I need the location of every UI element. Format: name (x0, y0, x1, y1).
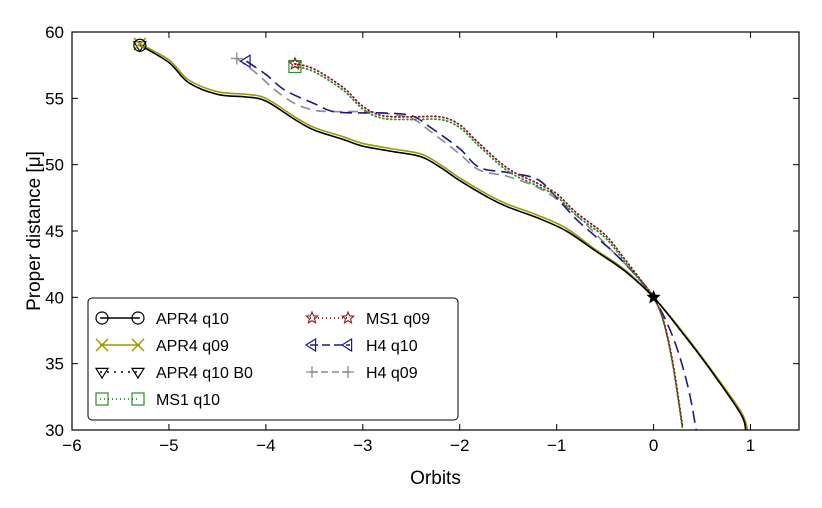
legend-marker (340, 337, 353, 353)
x-tick-label: −3 (353, 436, 372, 455)
legend-entry: APR4 q10 (95, 311, 229, 328)
legend-entry: H4 q10 (304, 337, 418, 355)
common-point-marker (646, 289, 661, 304)
legend-marker (130, 367, 146, 380)
y-tick-label: 40 (45, 288, 64, 307)
y-tick-label: 55 (45, 89, 64, 108)
legend-label: H4 q10 (366, 338, 418, 355)
legend-marker (304, 337, 317, 353)
y-tick-label: 50 (45, 156, 64, 175)
y-tick-label: 30 (45, 421, 64, 440)
legend-marker (131, 338, 145, 352)
y-tick-label: 45 (45, 222, 64, 241)
legend-label: APR4 q10 B0 (156, 365, 253, 382)
legend-entry: MS1 q10 (95, 392, 220, 409)
legend-marker (340, 310, 356, 325)
series-line-h4-q09 (236, 57, 655, 298)
y-axis-label: Proper distance [μ] (24, 151, 45, 311)
x-tick-label: −1 (547, 436, 566, 455)
legend-marker (131, 311, 145, 325)
legend-entry: APR4 q10 B0 (94, 365, 253, 382)
legend-entry: MS1 q09 (304, 310, 430, 328)
y-tick-label: 60 (45, 23, 64, 42)
legend-marker (342, 366, 354, 378)
series-start-marker (133, 37, 147, 51)
legend-entry: APR4 q09 (95, 338, 229, 355)
legend-marker (306, 366, 318, 378)
series-start-marker (133, 38, 147, 52)
x-tick-label: −5 (159, 436, 178, 455)
tick-layer: −6 −5 −4 −3 −2 −1 0 1 30 35 40 45 50 55 60 (45, 23, 799, 455)
legend-marker (94, 367, 110, 380)
legend-marker (95, 392, 109, 406)
legend-label: MS1 q10 (156, 392, 220, 409)
series-start-marker (239, 54, 251, 69)
legend-marker (95, 311, 109, 325)
series-start-marker (287, 56, 303, 70)
legend: APR4 q10 APR4 q09 APR4 q10 B0 MS1 q10 MS1 q0… (87, 297, 459, 421)
legend-marker (95, 338, 109, 352)
legend-box (87, 297, 459, 421)
legend-marker (131, 392, 145, 406)
legend-label: MS1 q09 (366, 311, 430, 328)
legend-label: APR4 q10 (156, 311, 229, 328)
x-tick-label: −4 (256, 436, 275, 455)
x-tick-label: 1 (746, 436, 755, 455)
x-tick-label: 0 (649, 436, 658, 455)
marker-layer (132, 37, 661, 304)
legend-marker (304, 310, 320, 325)
legend-label: H4 q09 (366, 365, 418, 382)
y-tick-label: 35 (45, 355, 64, 374)
series-start-marker (288, 59, 302, 74)
x-axis-label: Orbits (410, 468, 461, 489)
legend-label: APR4 q09 (156, 338, 229, 355)
legend-entry: H4 q09 (306, 365, 418, 382)
x-tick-label: −6 (62, 436, 81, 455)
series-start-marker (230, 52, 243, 65)
x-tick-label: −2 (450, 436, 469, 455)
